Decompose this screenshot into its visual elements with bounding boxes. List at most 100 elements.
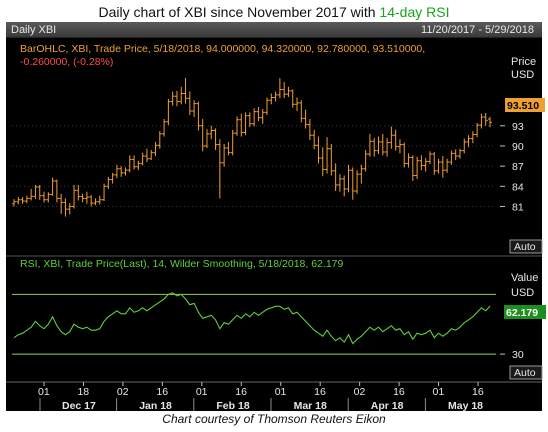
ohlc-bar [80, 193, 85, 203]
title-rsi: 14-day RSI [379, 4, 450, 20]
ohlc-bar [295, 97, 300, 111]
chart-panel [6, 22, 542, 411]
ohlc-bar [316, 136, 321, 164]
price-axis-label-1: Price [511, 56, 536, 68]
ohlc-bar [200, 119, 205, 152]
month-label: May 18 [448, 400, 483, 412]
ohlc-bar [337, 174, 342, 192]
rsi-line [13, 292, 491, 345]
ohlc-bar [76, 184, 81, 201]
price-auto-button[interactable] [509, 239, 543, 254]
rsi-last-value: 62.179 [506, 307, 538, 319]
title-main: Daily chart of XBI since November 2017 w… [98, 4, 376, 20]
rsi-axis-label-1: Value [511, 272, 538, 284]
ohlc-bar [299, 100, 304, 123]
ohlc-bar [363, 149, 368, 172]
ohlc-bar [84, 191, 89, 204]
ohlc-bar [20, 197, 25, 204]
ohlc-bar [329, 143, 334, 176]
date-tick-label: 16 [393, 386, 405, 398]
ohlc-bar [110, 172, 115, 184]
ohlc-bar [355, 170, 360, 194]
price-legend-line1: BarOHLC, XBI, Trade Price, 5/18/2018, 94… [20, 43, 425, 55]
month-label: Mar 18 [294, 400, 327, 412]
ohlc-bar [406, 153, 411, 168]
price-last-value: 93.510 [507, 100, 539, 112]
month-label: Apr 18 [371, 400, 404, 412]
ohlc-bar [462, 138, 467, 154]
ohlc-bar [385, 137, 390, 157]
ohlc-bar [170, 91, 175, 106]
date-axis: 01 18 02 16 01 16 01 16 02 16 01 16 Dec 17 Jan 18 Feb … [38, 382, 484, 412]
date-range: 11/20/2017 - 5/29/2018 [421, 24, 534, 36]
ohlc-bar [359, 164, 364, 184]
date-tick-label: 01 [38, 386, 50, 398]
ohlc-bar [132, 155, 137, 170]
ohlc-bar [162, 119, 167, 137]
ohlc-bar [209, 125, 214, 140]
ohlc-bar [46, 192, 51, 203]
ohlc-bar [179, 86, 184, 105]
date-tick-label: 16 [472, 386, 484, 398]
ohlc-bar [372, 137, 377, 157]
date-tick-label: 01 [275, 386, 287, 398]
ohlc-bar [256, 106, 261, 122]
month-label: Jan 18 [139, 400, 172, 412]
ohlc-bar [106, 176, 111, 189]
ohlc-bar [325, 137, 330, 174]
rsi-auto-button[interactable] [509, 365, 543, 380]
ohlc-bar [260, 108, 265, 124]
ohlc-bar [157, 131, 162, 149]
ohlc-bar [29, 188, 34, 201]
ohlc-bar [24, 195, 29, 204]
chart-caption: Chart courtesy of Thomson Reuters Eikon [162, 412, 386, 426]
ohlc-bar [402, 142, 407, 168]
ohlc-bar [93, 198, 98, 206]
ohlc-bar [290, 89, 295, 108]
ohlc-bar [350, 167, 355, 200]
ohlc-bar [114, 164, 119, 179]
month-label: Feb 18 [216, 400, 249, 412]
ohlc-bar [397, 139, 402, 154]
ohlc-bar [37, 184, 42, 200]
ohlc-bar [119, 166, 124, 177]
ohlc-bar [483, 113, 488, 126]
rsi-axis-ticks: 30 [500, 349, 524, 361]
rsi-axis-label-2: USD [511, 287, 534, 299]
date-tick-label: 16 [156, 386, 168, 398]
page-title: Daily chart of XBI since November 2017 w… [0, 4, 548, 20]
ohlc-bar [342, 175, 347, 197]
ohlc-bar [479, 113, 484, 129]
ohlc-bar [63, 198, 68, 217]
rsi-auto-label: Auto [514, 367, 536, 379]
price-last-marker [505, 98, 545, 112]
ohlc-bar [54, 179, 59, 203]
price-tick-label: 81 [512, 201, 524, 213]
price-tick-label: 87 [512, 161, 524, 173]
ohlc-bar [213, 128, 218, 150]
ohlc-bar [166, 98, 171, 126]
ohlc-bar [33, 184, 38, 200]
ohlc-bar [243, 112, 248, 136]
ohlc-bar [265, 97, 270, 116]
ohlc-bar [466, 135, 471, 148]
price-axis-ticks: 81 84 87 90 93 [500, 121, 524, 213]
price-axis-label-2: USD [511, 69, 534, 81]
ohlc-bar [320, 147, 325, 177]
ohlc-bar [16, 197, 21, 205]
ohlc-bar [475, 123, 480, 138]
ohlc-bar [252, 108, 257, 127]
ohlc-bar [196, 101, 201, 131]
ohlc-bar [380, 133, 385, 156]
date-tick-label: 01 [196, 386, 208, 398]
ohlc-bar [453, 149, 458, 161]
ohlc-bar [470, 131, 475, 144]
ohlc-bar [286, 86, 291, 97]
ohlc-bar [410, 155, 415, 181]
ohlc-bar [97, 195, 102, 205]
ohlc-bar [282, 82, 287, 99]
ohlc-bar [149, 149, 154, 161]
ohlc-bar [457, 148, 462, 159]
ohlc-bar [102, 183, 107, 202]
ohlc-bar [445, 158, 450, 173]
